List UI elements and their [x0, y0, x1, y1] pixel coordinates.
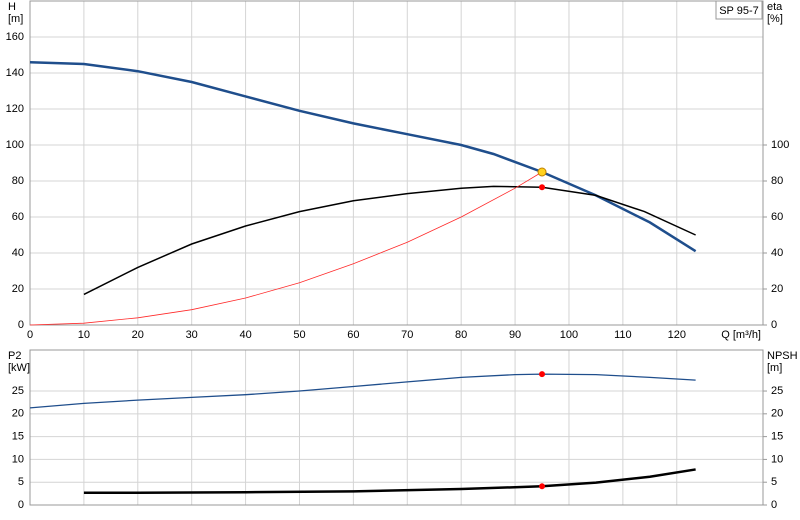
y-axis-unit: [kW] [8, 362, 30, 374]
x-tick-label: 70 [401, 329, 413, 341]
x-tick-label: 80 [455, 329, 467, 341]
y-tick-label: 0 [18, 499, 24, 511]
y-tick-label: 80 [12, 175, 24, 187]
y2-tick-label: 100 [771, 139, 789, 151]
curve [29, 373, 696, 409]
y2-tick-label: 20 [771, 408, 783, 420]
x-tick-label: 120 [668, 329, 686, 341]
x-tick-label: 60 [347, 329, 359, 341]
duty-point [537, 167, 547, 177]
y-tick-label: 40 [12, 247, 24, 259]
x-tick-label: 10 [78, 329, 90, 341]
y-tick-label: 20 [12, 283, 24, 295]
y2-tick-label: 60 [771, 211, 783, 223]
x-tick-label: 40 [239, 329, 251, 341]
y2-tick-label: 80 [771, 175, 783, 187]
y-tick-label: 15 [12, 431, 24, 443]
badge: SP 95-7 [719, 5, 759, 17]
y2-tick-label: 15 [771, 431, 783, 443]
y-tick-label: 160 [6, 31, 24, 43]
x-tick-label: 90 [509, 329, 521, 341]
y-tick-label: 25 [12, 385, 24, 397]
x-tick-label: 110 [614, 329, 632, 341]
y2-tick-label: 0 [771, 499, 777, 511]
y-tick-label: 120 [6, 103, 24, 115]
y2-tick-label: 5 [771, 476, 777, 488]
y-tick-label: 60 [12, 211, 24, 223]
y2-axis-unit: [%] [767, 13, 783, 25]
y-tick-label: 5 [18, 476, 24, 488]
y2-tick-label: 40 [771, 247, 783, 259]
badge-box [715, 0, 763, 20]
x-tick-label: 0 [27, 329, 33, 341]
duty-point [539, 483, 546, 490]
curve [83, 468, 696, 494]
x-tick-label: 20 [132, 329, 144, 341]
y2-axis-label: NPSH [767, 350, 798, 362]
y-tick-label: 20 [12, 408, 24, 420]
y2-axis-unit: [m] [767, 362, 782, 374]
curve [83, 185, 696, 296]
y2-tick-label: 25 [771, 385, 783, 397]
y-tick-label: 140 [6, 67, 24, 79]
x-axis-label: Q [m³/h] [721, 329, 761, 341]
x-tick-label: 100 [560, 329, 578, 341]
y2-tick-label: 20 [771, 283, 783, 295]
plot-frame [29, 349, 764, 506]
x-tick-label: 30 [186, 329, 198, 341]
y-axis-label: P2 [8, 350, 21, 362]
duty-point [539, 184, 546, 191]
y2-axis-label: eta [767, 1, 783, 13]
y-tick-label: 0 [18, 319, 24, 331]
duty-point [539, 371, 546, 378]
curve [29, 171, 543, 326]
plot-frame [29, 0, 764, 326]
curve [29, 60, 697, 253]
y2-tick-label: 10 [771, 453, 783, 465]
y-axis-unit: [m] [8, 13, 23, 25]
x-tick-label: 50 [293, 329, 305, 341]
y-axis-label: H [8, 1, 16, 13]
y-tick-label: 100 [6, 139, 24, 151]
y2-tick-label: 0 [771, 319, 777, 331]
y-tick-label: 10 [12, 453, 24, 465]
